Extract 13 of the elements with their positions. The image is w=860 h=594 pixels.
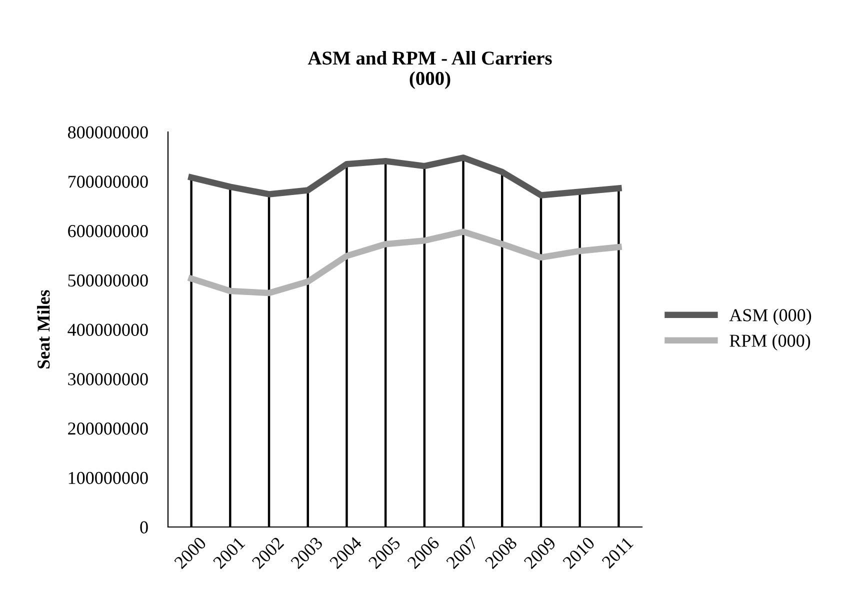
y-tick-label: 400000000 bbox=[68, 324, 148, 336]
chart-title: ASM and RPM - All Carriers (000) bbox=[308, 51, 552, 89]
y-tick-label: 200000000 bbox=[68, 422, 148, 435]
legend-label: RPM (000) bbox=[730, 334, 810, 350]
y-tick-label: 300000000 bbox=[68, 373, 148, 386]
y-tick-label: 600000000 bbox=[68, 225, 148, 238]
legend-label: ASM (000) bbox=[729, 308, 812, 325]
y-tick-label: 500000000 bbox=[68, 274, 148, 287]
y-tick-label: 700000000 bbox=[68, 176, 148, 188]
y-tick-label: 800000000 bbox=[68, 126, 148, 138]
y-tick-label: 0 bbox=[140, 521, 148, 534]
y-tick-label: 100000000 bbox=[68, 472, 148, 484]
y-axis-title: Seat Miles bbox=[37, 290, 50, 368]
